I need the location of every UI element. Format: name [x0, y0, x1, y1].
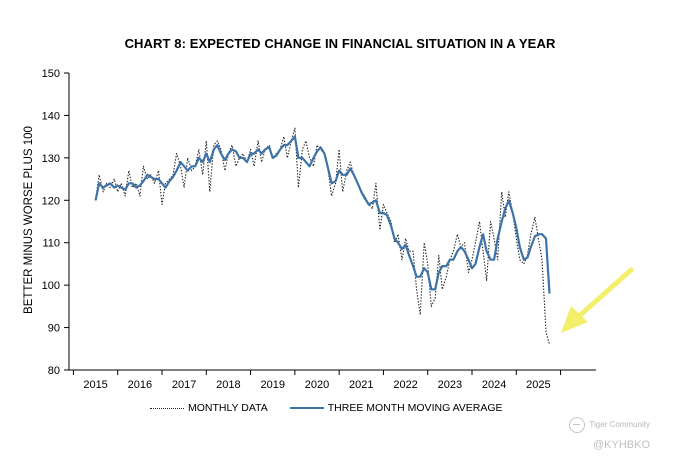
watermark-brand-text: Tiger Community	[589, 420, 650, 429]
series-line-average	[94, 135, 551, 294]
chart-title: CHART 8: EXPECTED CHANGE IN FINANCIAL SI…	[124, 36, 556, 51]
x-tick-label: 2021	[349, 379, 373, 391]
annotation-arrow	[561, 267, 634, 333]
x-tick-label: 2018	[216, 379, 240, 391]
x-tick-label: 2020	[305, 379, 329, 391]
series-layer	[94, 127, 551, 345]
y-tick-label: 150	[42, 68, 60, 80]
x-tick-label: 2025	[526, 379, 550, 391]
watermark-handle: @KYHBKO	[592, 439, 650, 451]
watermark: Tiger Community @KYHBKO	[569, 415, 650, 455]
watermark-brand: Tiger Community	[569, 415, 650, 435]
x-tick-label: 2016	[128, 379, 152, 391]
y-tick-label: 110	[42, 238, 60, 250]
y-tick-label: 80	[48, 365, 60, 377]
y-tick-label: 120	[42, 195, 60, 207]
y-tick-label: 100	[42, 280, 60, 292]
y-tick-label: 130	[42, 153, 60, 165]
legend-swatch-average	[289, 407, 324, 409]
x-tick-label: 2019	[260, 379, 284, 391]
annotation-arrow-head	[561, 306, 588, 333]
y-tick-label: 140	[42, 110, 60, 122]
y-tick-label: 90	[48, 323, 60, 335]
x-tick-label: 2015	[83, 379, 107, 391]
tiger-logo-icon	[569, 417, 586, 433]
x-tick-label: 2024	[482, 379, 506, 391]
legend-swatch-monthly	[150, 407, 184, 409]
legend: MONTHLY DATA THREE MONTH MOVING AVERAGE	[150, 400, 525, 416]
series-line-monthly	[95, 127, 551, 345]
x-tick-label: 2017	[172, 379, 196, 391]
legend-item-monthly: MONTHLY DATA	[150, 402, 268, 414]
legend-label-monthly: MONTHLY DATA	[188, 402, 268, 414]
x-tick-label: 2022	[393, 379, 417, 391]
legend-item-average: THREE MONTH MOVING AVERAGE	[289, 402, 503, 414]
axes: 80 90 100 110 120 130 140 150 2015 2016 2017 2018 20…	[42, 68, 596, 391]
legend-label-average: THREE MONTH MOVING AVERAGE	[327, 402, 503, 414]
x-tick-label: 2023	[438, 379, 462, 391]
annotation-arrow-shaft	[575, 267, 634, 320]
